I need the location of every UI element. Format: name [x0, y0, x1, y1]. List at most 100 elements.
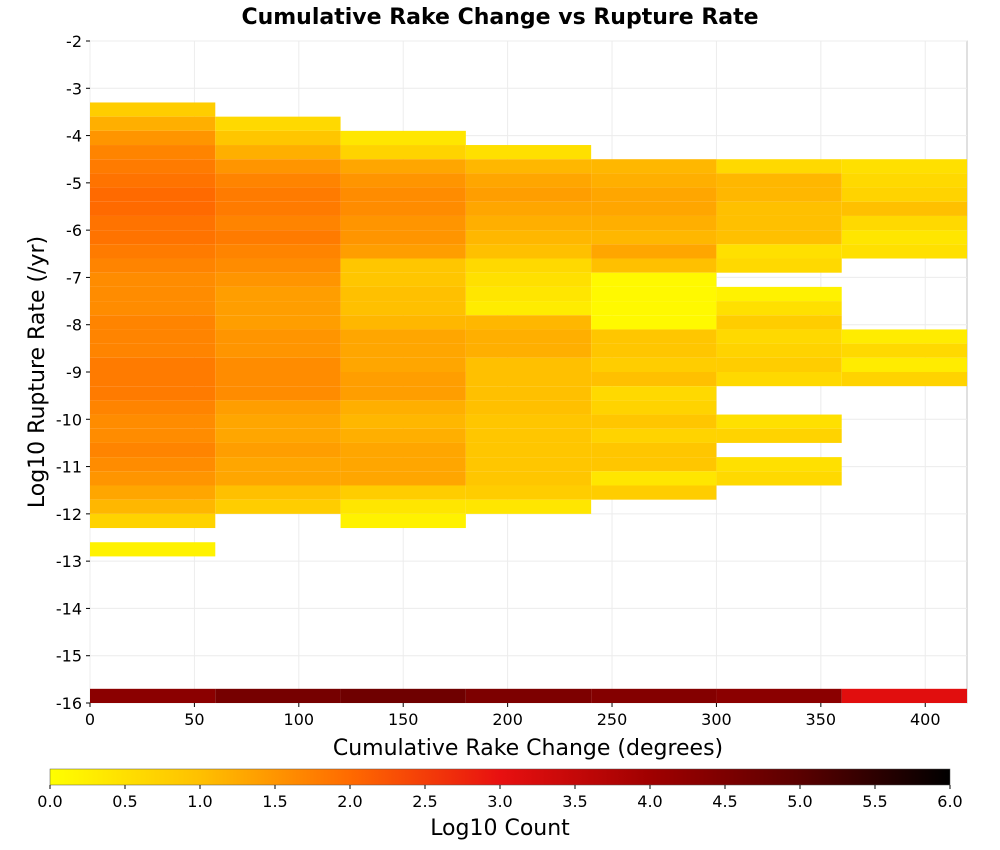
heatmap-cell-bottom — [591, 688, 717, 703]
heatmap-cell — [591, 442, 717, 458]
heatmap-cell — [340, 428, 466, 443]
heatmap-cell — [340, 513, 466, 529]
x-tick-label: 350 — [806, 710, 837, 729]
heatmap-cell — [716, 428, 842, 443]
heatmap-cell — [90, 215, 216, 231]
heatmap-cell — [841, 215, 967, 231]
x-tick-label: 100 — [284, 710, 315, 729]
heatmap-cell — [340, 343, 466, 358]
colorbar-tick-label: 6.0 — [937, 792, 962, 811]
heatmap-cell — [215, 499, 341, 514]
heatmap-cell — [90, 457, 216, 472]
heatmap-cell — [90, 102, 216, 117]
heatmap-cell — [716, 315, 842, 330]
heatmap-cell — [465, 414, 592, 429]
heatmap-cell — [215, 116, 341, 131]
heatmap-cell — [215, 272, 341, 287]
heatmap-cell — [591, 286, 717, 302]
heatmap-cell — [591, 244, 717, 259]
heatmap-cell — [591, 428, 717, 443]
heatmap-cell — [90, 343, 216, 358]
heatmap-cell — [465, 343, 592, 358]
heatmap-cell — [215, 357, 341, 372]
colorbar-tick-label: 2.0 — [337, 792, 362, 811]
heatmap-cell — [465, 315, 592, 330]
heatmap-cell — [340, 329, 466, 344]
heatmap-cell — [465, 159, 592, 174]
heatmap-cell — [591, 372, 717, 387]
heatmap-cell — [716, 258, 842, 273]
heatmap-cell — [591, 230, 717, 245]
heatmap-cell — [841, 187, 967, 202]
heatmap-cell — [215, 145, 341, 160]
heatmap-cell — [90, 244, 216, 259]
colorbar-tick-label: 5.5 — [862, 792, 887, 811]
colorbar-tick-label: 4.5 — [712, 792, 737, 811]
heatmap-cell — [465, 230, 592, 245]
x-tick-label: 50 — [184, 710, 204, 729]
y-axis-label: Log10 Rupture Rate (/yr) — [25, 236, 50, 508]
heatmap-cell — [340, 442, 466, 458]
y-axis-ticks: -2 -3 -4 -5 -6 -7 -8 -9 -10 -11 -12 -13 -14 -15 -16 — [56, 32, 90, 713]
heatmap-cell — [340, 130, 466, 146]
heatmap-cell — [215, 442, 341, 458]
heatmap-cell — [340, 244, 466, 259]
heatmap-cell — [215, 386, 341, 401]
y-tick-label: -10 — [56, 410, 82, 429]
heatmap-cell — [465, 372, 592, 387]
heatmap-cell — [465, 201, 592, 216]
heatmap-cell — [90, 442, 216, 458]
heatmap-cell — [716, 343, 842, 358]
heatmap-cell — [215, 372, 341, 387]
heatmap-cell — [340, 471, 466, 486]
heatmap-cell — [465, 485, 592, 500]
y-tick-label: -6 — [66, 221, 82, 240]
heatmap-cell — [215, 343, 341, 358]
x-axis-ticks: 0 50 100 150 200 250 300 350 400 — [85, 703, 941, 729]
heatmap-cell — [465, 173, 592, 188]
heatmap-cell — [591, 457, 717, 472]
heatmap-cell — [716, 357, 842, 372]
heatmap-cell — [215, 428, 341, 443]
heatmap-cell — [465, 187, 592, 202]
heatmap-cell — [465, 428, 592, 443]
heatmap-cell — [716, 187, 842, 202]
heatmap-cell — [340, 145, 466, 160]
heatmap-cell — [340, 301, 466, 316]
colorbar-ticks: 0.0 0.5 1.0 1.5 2.0 2.5 3.0 3.5 4.0 4.5 5.0 5.5 6.0 — [37, 785, 963, 811]
heatmap-cell — [90, 315, 216, 330]
x-axis-label: Cumulative Rake Change (degrees) — [333, 736, 723, 761]
heatmap-cell — [90, 116, 216, 131]
heatmap-cell — [591, 400, 717, 415]
heatmap-cell — [90, 414, 216, 429]
heatmap-cell — [215, 414, 341, 429]
heatmap-cell — [591, 159, 717, 174]
heatmap-cell — [340, 173, 466, 188]
heatmap-cell — [215, 244, 341, 259]
x-tick-label: 150 — [388, 710, 419, 729]
heatmap-cell — [90, 485, 216, 500]
heatmap-cell — [841, 244, 967, 259]
heatmap-cell — [215, 457, 341, 472]
heatmap-cell — [716, 201, 842, 216]
heatmap-cell — [465, 457, 592, 472]
heatmap-cell — [90, 230, 216, 245]
heatmap-cell — [591, 215, 717, 231]
heatmap-cell — [215, 258, 341, 273]
heatmap-cell — [215, 400, 341, 415]
heatmap-cell — [340, 201, 466, 216]
heatmap-cell — [465, 145, 592, 160]
y-tick-label: -16 — [56, 694, 82, 713]
heatmap-cell-bottom — [340, 688, 466, 703]
heatmap-cell — [591, 343, 717, 358]
heatmap-cell — [591, 173, 717, 188]
heatmap-cell — [841, 159, 967, 174]
colorbar-tick-label: 0.5 — [112, 792, 137, 811]
y-tick-label: -4 — [66, 127, 82, 146]
heatmap-cell — [215, 301, 341, 316]
heatmap-cell — [340, 414, 466, 429]
heatmap-cell — [591, 258, 717, 273]
heatmap-cell — [591, 315, 717, 330]
heatmap-cell — [90, 386, 216, 401]
heatmap-cell — [90, 372, 216, 387]
